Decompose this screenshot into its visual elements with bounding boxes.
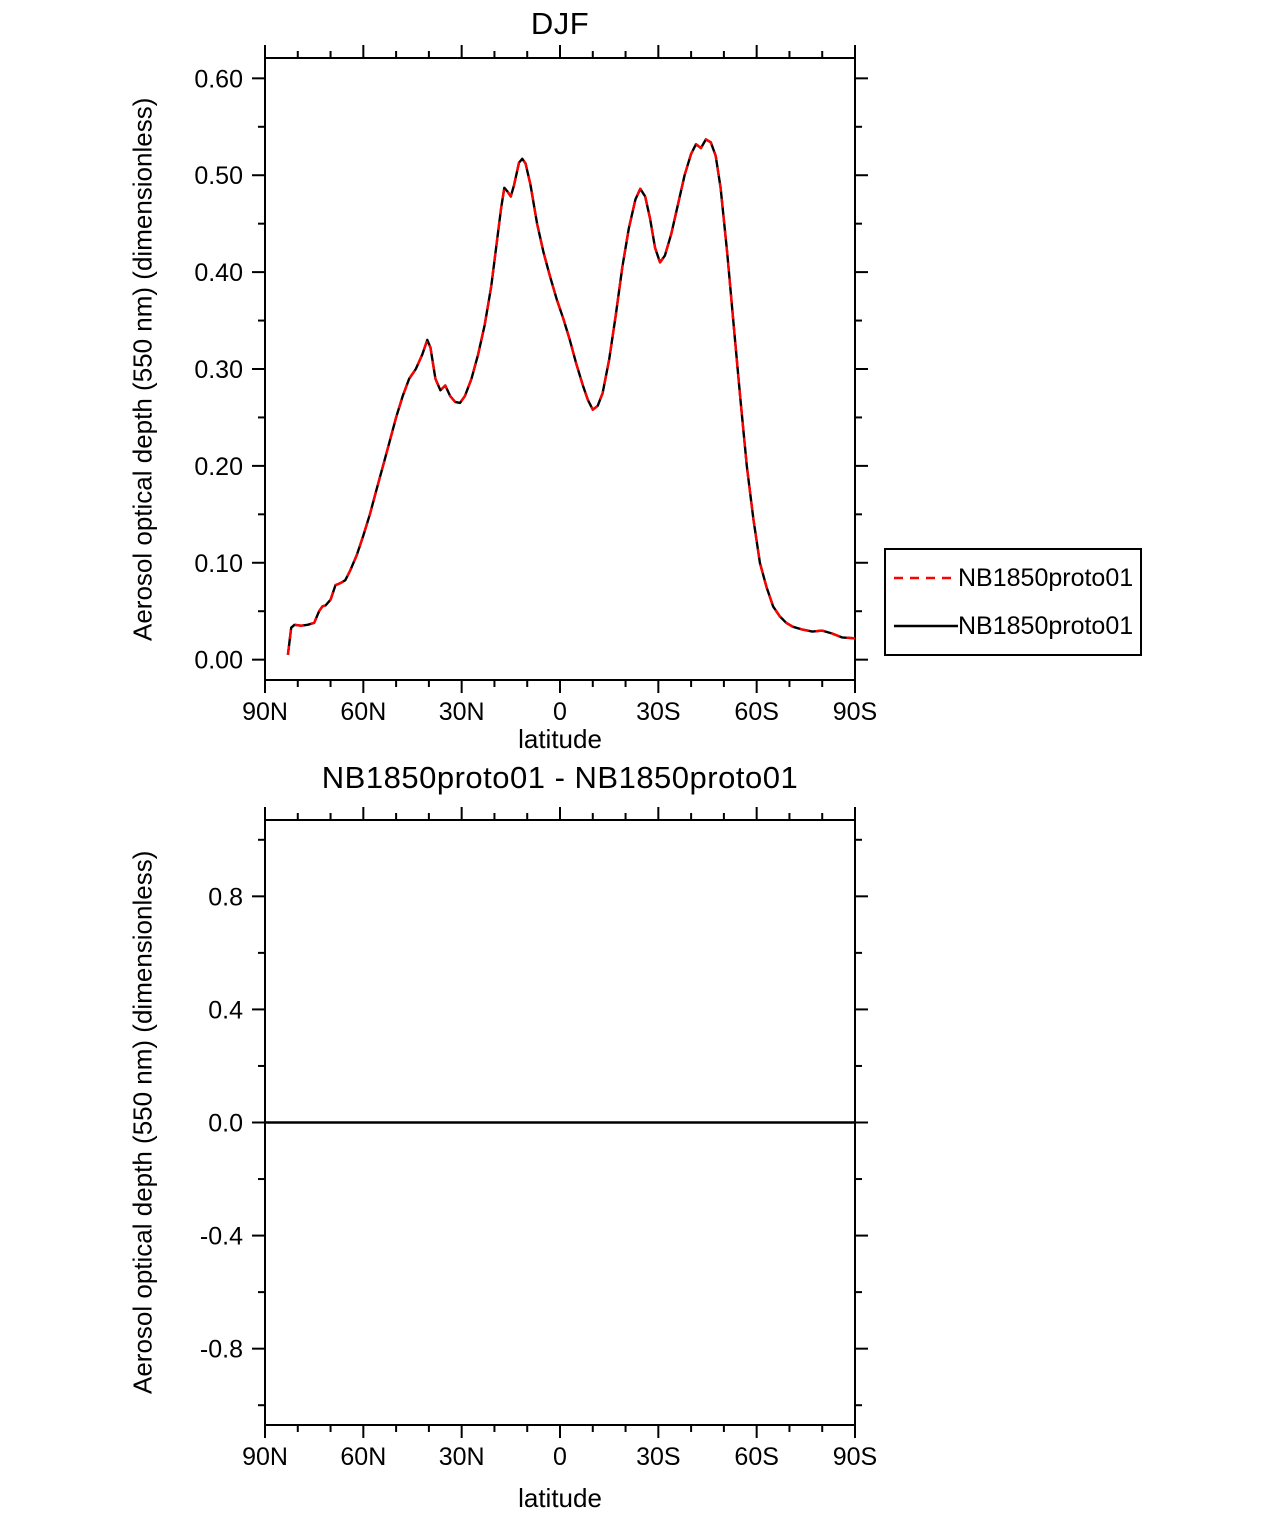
chart-title-djf: DJF [530,6,590,41]
djf-plot: 90N 60N 30N 0 30S 60S 90S 0.00 0.10 0.20 0.30 0.40 0… [194,45,877,726]
x-axis-label-djf: latitude [518,724,602,754]
x-tick-label: 30N [439,698,485,726]
y-tick-label: 0.30 [194,356,243,384]
y-tick-label: 0.10 [194,550,243,578]
y-tick-label: 0.50 [194,162,243,190]
legend-entry-red: NB1850proto01 [894,563,1140,592]
x-tick-label: 60N [340,698,386,726]
y-tick-label: 0.00 [194,647,243,675]
y-tick-label: 0.40 [194,259,243,287]
x-tick-label: 60N [340,1443,386,1471]
x-tick-label: 60S [734,698,778,726]
x-tick-label: 90N [242,1443,288,1471]
x-tick-label: 60S [734,1443,778,1471]
x-tick-label: 90S [833,1443,877,1471]
legend-label-red: NB1850proto01 [958,563,1134,592]
y-tick-label: 0.20 [194,453,243,481]
panel-djf: DJF Aerosol optical depth (550 nm) (dime… [0,0,1285,755]
legend: NB1850proto01 NB1850proto01 [884,548,1142,656]
x-axis-label-difference: latitude [518,1483,602,1513]
legend-line-sample-solid [894,624,958,628]
series-line-dashed [286,138,856,655]
y-tick-label: 0.8 [208,883,243,911]
legend-label-black: NB1850proto01 [958,611,1134,640]
chart-title-difference: NB1850proto01 - NB1850proto01 [321,760,799,795]
series-line-solid [286,138,856,655]
x-tick-label: 90N [242,698,288,726]
difference-plot: 90N 60N 30N 0 30S 60S 90S -0.8 -0.4 0.0 0.4 0.8 [200,807,877,1471]
y-tick-label: -0.8 [200,1336,243,1364]
x-tick-label: 90S [833,698,877,726]
y-tick-label: 0.4 [208,996,243,1024]
x-tick-label: 0 [553,1443,567,1471]
x-tick-label: 30S [636,698,680,726]
y-tick-label: -0.4 [200,1223,243,1251]
x-tick-label: 30S [636,1443,680,1471]
panel-difference: NB1850proto01 - NB1850proto01 Aerosol op… [0,755,1285,1517]
legend-line-sample-dashed [894,576,958,580]
legend-entry-black: NB1850proto01 [894,611,1140,640]
y-tick-label: 0.60 [194,65,243,93]
y-tick-label: 0.0 [208,1110,243,1138]
x-tick-label: 0 [553,698,567,726]
x-tick-label: 30N [439,1443,485,1471]
